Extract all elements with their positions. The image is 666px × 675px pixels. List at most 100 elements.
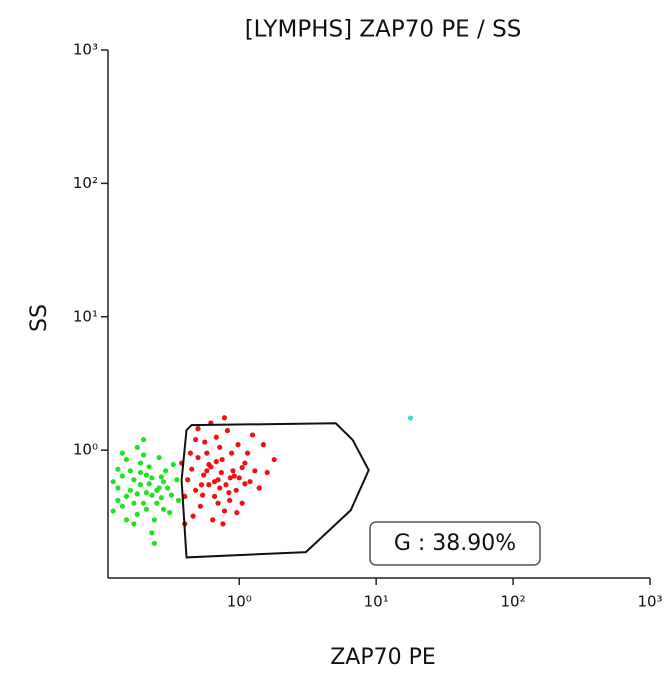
point: [204, 450, 210, 456]
point: [167, 510, 173, 516]
point: [119, 450, 125, 456]
point: [131, 477, 137, 483]
point: [146, 481, 152, 487]
point: [230, 468, 236, 474]
gate-label-box: [369, 521, 541, 566]
point: [123, 456, 130, 463]
point: [140, 500, 147, 506]
point: [198, 482, 205, 488]
point: [233, 487, 239, 493]
point: [175, 497, 182, 503]
point: [131, 500, 137, 506]
point: [204, 468, 210, 474]
point: [217, 485, 223, 491]
x-axis-label: ZAP70 PE: [330, 645, 436, 670]
point: [143, 506, 150, 512]
point: [221, 415, 228, 421]
point: [123, 493, 130, 499]
point: [234, 510, 240, 516]
point: [127, 487, 133, 493]
point: [195, 454, 201, 461]
point: [407, 415, 414, 421]
point: [224, 428, 231, 434]
point: [215, 500, 221, 506]
y-tick-label: 10²: [73, 174, 98, 192]
point: [163, 468, 169, 474]
point: [110, 508, 116, 514]
x-tick-label: 10⁰: [227, 593, 252, 611]
point: [206, 461, 212, 468]
point: [140, 436, 147, 443]
point: [211, 479, 218, 485]
plot-area: [110, 415, 414, 559]
point: [242, 460, 248, 466]
point: [158, 495, 164, 501]
point: [134, 511, 140, 517]
point: [115, 497, 121, 503]
point: [235, 442, 241, 448]
point: [244, 450, 251, 456]
point: [143, 490, 150, 496]
point: [189, 466, 195, 472]
point: [156, 485, 162, 491]
point: [127, 468, 133, 474]
point: [226, 497, 233, 503]
point: [110, 479, 116, 485]
point: [213, 459, 219, 465]
point: [156, 454, 162, 461]
point: [211, 493, 218, 499]
y-tick-label: 10¹: [73, 307, 98, 325]
point: [252, 468, 258, 474]
point: [137, 469, 144, 476]
point: [220, 521, 226, 527]
y-axis-label: SS: [27, 304, 52, 332]
point: [201, 472, 207, 478]
point: [264, 469, 270, 476]
point: [187, 450, 194, 456]
point: [195, 426, 201, 432]
point: [168, 492, 175, 498]
point: [271, 456, 277, 463]
point: [210, 517, 216, 523]
point: [160, 506, 167, 512]
point: [154, 500, 160, 506]
point: [193, 487, 199, 493]
point: [160, 479, 167, 485]
point: [146, 464, 152, 470]
point: [202, 439, 208, 445]
point: [249, 432, 256, 438]
point: [158, 474, 164, 480]
point: [217, 444, 223, 450]
point: [170, 461, 176, 468]
chart-title: [LYMPHS] ZAP70 PE / SS: [245, 17, 522, 43]
point: [119, 503, 125, 509]
point: [239, 464, 245, 471]
point: [134, 491, 140, 497]
point: [218, 469, 224, 476]
point: [242, 481, 248, 487]
y-tick-label: 10³: [73, 41, 98, 59]
point: [131, 521, 137, 527]
point: [137, 460, 144, 466]
gate-label: G : 38.90%: [394, 531, 516, 556]
point: [223, 482, 229, 488]
point: [213, 434, 219, 440]
point: [185, 477, 191, 483]
point: [247, 479, 253, 485]
point: [239, 500, 245, 506]
point: [256, 485, 262, 491]
point: [226, 490, 232, 496]
point: [115, 485, 121, 491]
gate-polygon: [180, 422, 370, 559]
point: [140, 452, 147, 458]
x-tick-label: 10¹: [364, 593, 389, 611]
point: [193, 436, 199, 443]
point: [137, 482, 144, 488]
point: [221, 508, 228, 514]
point: [197, 503, 203, 509]
x-tick-label: 10³: [637, 593, 662, 611]
point: [149, 492, 155, 498]
point: [260, 442, 266, 448]
point: [149, 475, 155, 481]
